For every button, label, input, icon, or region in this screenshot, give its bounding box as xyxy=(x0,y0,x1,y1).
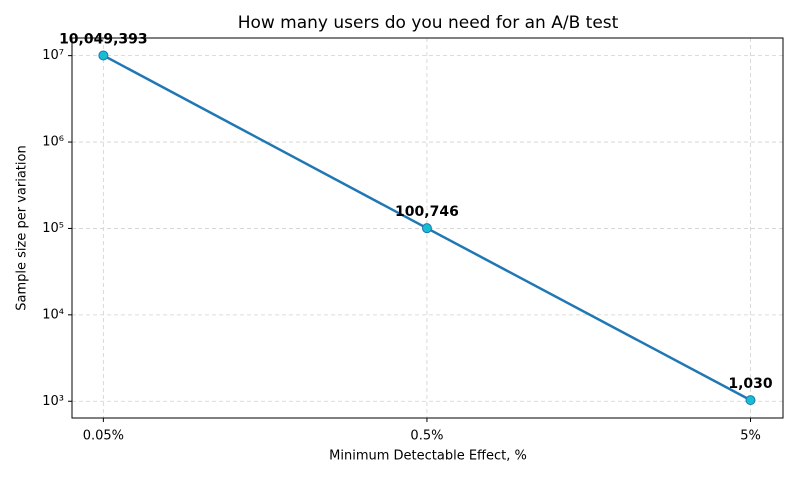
marker xyxy=(98,50,109,61)
y-tick-label: 10³ xyxy=(42,394,64,409)
y-axis-label: Sample size per variation xyxy=(15,145,30,310)
marker xyxy=(745,395,756,406)
value-label: 100,746 xyxy=(395,204,459,220)
axes-frame xyxy=(71,37,784,419)
value-label: 1,030 xyxy=(728,376,773,392)
marker xyxy=(421,223,432,234)
x-tick-label: 0.05% xyxy=(83,429,124,444)
x-tick-label: 5% xyxy=(740,429,761,444)
y-tick-label: 10⁴ xyxy=(42,307,64,322)
x-tick-label: 0.5% xyxy=(410,429,443,444)
chart-title: How many users do you need for an A/B te… xyxy=(238,13,619,33)
x-axis-label: Minimum Detectable Effect, % xyxy=(329,449,527,464)
value-label: 10,049,393 xyxy=(59,31,148,47)
y-tick-label: 10⁷ xyxy=(42,48,64,63)
y-tick-label: 10⁶ xyxy=(42,135,64,150)
y-tick-label: 10⁵ xyxy=(42,221,64,236)
